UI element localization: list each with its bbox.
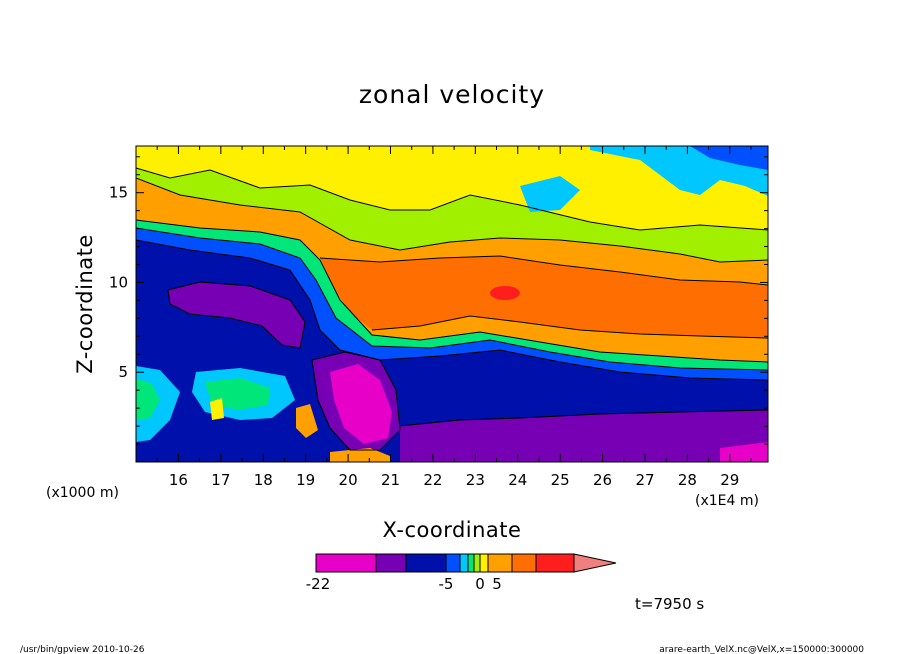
x-unit-label: (x1E4 m) — [695, 493, 759, 509]
x-tick-label: 24 — [508, 471, 527, 489]
x-tick-label: 25 — [551, 471, 570, 489]
x-tick-label: 20 — [339, 471, 358, 489]
y-unit-label: (x1000 m) — [46, 485, 119, 501]
colorbar-swatch — [487, 553, 513, 573]
x-tick-label: 19 — [296, 471, 315, 489]
x-tick-label: 28 — [678, 471, 697, 489]
band-navy-lower — [136, 240, 768, 462]
y-axis-label: Z-coordinate — [73, 234, 97, 374]
colorbar-extend-arrow — [573, 553, 617, 573]
x-axis-label: X-coordinate — [383, 518, 522, 542]
x-tick-label: 27 — [635, 471, 654, 489]
colorbar-swatch — [479, 553, 489, 573]
band-orange-surface — [330, 448, 390, 462]
y-tick-label: 15 — [109, 184, 128, 202]
band-purple-upstream — [168, 282, 305, 348]
colorbar: -22 -5 0 5 — [306, 553, 617, 593]
band-purple-lower — [400, 410, 768, 462]
colorbar-swatch — [467, 553, 475, 573]
x-tick-label: 23 — [466, 471, 485, 489]
x-tick-label: 21 — [381, 471, 400, 489]
band-magenta-slope — [330, 364, 392, 444]
colorbar-swatch — [473, 553, 481, 573]
contour-field — [136, 146, 768, 462]
colorbar-label: -5 — [439, 575, 454, 593]
footer-left: /usr/bin/gpview 2010-10-26 — [20, 645, 145, 654]
colorbar-swatch — [445, 553, 461, 573]
band-upper-yellow — [136, 146, 768, 230]
x-tick-label: 16 — [169, 471, 188, 489]
time-label: t=7950 s — [635, 595, 704, 613]
band-green-lower-left — [136, 378, 160, 420]
band-upper-blue — [690, 146, 768, 170]
contour-lines — [136, 167, 768, 451]
band-orange-pocket — [296, 404, 318, 438]
colorbar-swatch — [405, 553, 447, 573]
colorbar-label: 5 — [492, 575, 502, 593]
colorbar-swatch — [535, 553, 575, 573]
chart-title: zonal velocity — [359, 80, 545, 109]
plot-frame — [135, 145, 769, 463]
x-tick-label: 17 — [211, 471, 230, 489]
colorbar-label: 0 — [475, 575, 485, 593]
x-tick-label: 22 — [423, 471, 442, 489]
colorbar-label: -22 — [306, 575, 331, 593]
x-tick-label: 29 — [720, 471, 739, 489]
colorbar-swatch — [459, 553, 469, 573]
band-magenta-surface — [720, 442, 768, 462]
colorbar-swatch — [511, 553, 537, 573]
colorbar-swatch — [315, 553, 377, 573]
y-tick-label: 5 — [118, 363, 128, 381]
band-yellow-pocket — [210, 398, 224, 420]
y-ticks: 5 10 15 — [109, 156, 768, 445]
core-maximum — [490, 286, 520, 300]
y-tick-label: 10 — [109, 273, 128, 291]
x-ticks: 16 17 18 19 20 21 22 23 24 25 26 27 28 29 — [156, 146, 752, 489]
band-dark-orange-core — [320, 256, 768, 338]
x-tick-label: 26 — [593, 471, 612, 489]
x-tick-label: 18 — [254, 471, 273, 489]
band-upper-cyan-2 — [520, 176, 580, 212]
footer-right: arare-earth_VelX.nc@VelX,x=150000:300000 — [659, 645, 864, 654]
colorbar-swatch — [375, 553, 407, 573]
